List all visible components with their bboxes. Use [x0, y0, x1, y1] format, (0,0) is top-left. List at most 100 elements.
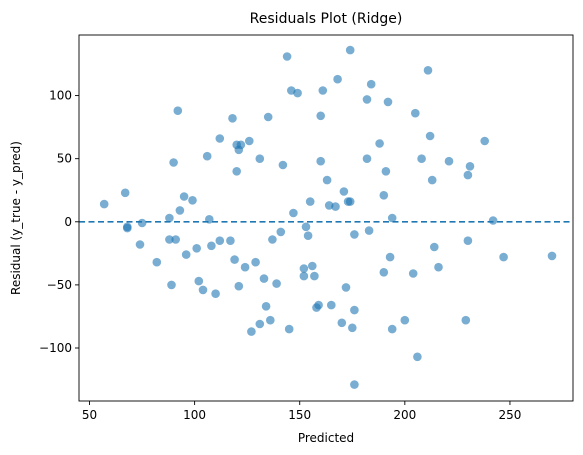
data-point — [408, 269, 418, 278]
data-point — [137, 218, 147, 228]
data-point — [434, 262, 443, 272]
data-point — [350, 230, 359, 239]
data-point — [228, 114, 237, 123]
data-point — [245, 136, 254, 146]
data-point — [251, 257, 260, 267]
data-point — [444, 156, 454, 166]
data-point — [293, 88, 302, 98]
data-point — [282, 52, 292, 61]
data-point — [499, 252, 508, 262]
data-point — [276, 227, 286, 237]
data-point — [198, 285, 208, 295]
data-point — [427, 175, 437, 185]
y-axis: −100 −50 0 50 100 — [39, 89, 79, 355]
x-tick-label: 200 — [393, 408, 416, 422]
data-point — [289, 208, 298, 218]
data-point — [461, 315, 471, 325]
data-point — [167, 280, 176, 290]
data-point — [152, 257, 162, 267]
data-point — [316, 111, 326, 121]
data-point — [171, 235, 180, 244]
data-point — [211, 289, 220, 299]
plot-frame — [78, 34, 574, 402]
data-point — [387, 213, 397, 223]
data-point — [135, 240, 145, 249]
data-point — [169, 158, 178, 167]
data-point — [417, 154, 426, 163]
data-point — [232, 167, 241, 176]
data-point — [425, 131, 435, 141]
data-point — [348, 323, 357, 333]
data-point — [350, 305, 359, 315]
data-point — [247, 327, 256, 336]
data-point — [339, 187, 349, 196]
data-point — [366, 79, 376, 89]
data-point — [194, 276, 204, 286]
data-point — [387, 324, 397, 334]
data-point — [413, 352, 422, 362]
y-axis-label: Residual (y_true - y_pred) — [9, 141, 23, 295]
data-point — [259, 274, 269, 283]
data-point — [263, 112, 273, 122]
data-point — [234, 281, 244, 291]
y-tick-label: 100 — [49, 89, 72, 103]
data-point — [165, 235, 174, 244]
x-axis-label: Predicted — [298, 431, 354, 445]
data-point — [480, 136, 490, 146]
data-point — [411, 108, 420, 118]
data-point — [202, 151, 212, 161]
data-point — [400, 315, 410, 325]
data-point — [308, 261, 317, 271]
data-point — [299, 264, 309, 273]
data-point — [322, 175, 332, 185]
data-point — [301, 222, 311, 232]
data-point — [230, 255, 239, 264]
data-point — [381, 167, 391, 176]
x-tick-label: 100 — [183, 408, 206, 422]
data-point — [266, 315, 275, 325]
data-point — [375, 139, 384, 148]
data-point — [215, 134, 225, 143]
data-point — [99, 199, 109, 209]
data-point — [272, 279, 281, 288]
data-point — [303, 231, 313, 240]
data-point — [379, 268, 389, 277]
data-point — [350, 380, 359, 389]
data-point — [362, 95, 372, 104]
data-point — [423, 66, 433, 75]
data-point — [226, 236, 235, 245]
data-point — [240, 262, 250, 272]
y-tick-label: −50 — [47, 278, 72, 292]
data-point — [341, 283, 351, 292]
x-tick-label: 50 — [82, 408, 97, 422]
data-point — [314, 300, 323, 310]
data-point — [179, 192, 189, 201]
x-tick-label: 250 — [498, 408, 521, 422]
data-point — [299, 271, 309, 281]
data-point — [255, 154, 265, 163]
data-point — [284, 324, 294, 334]
data-point — [188, 196, 197, 205]
data-point — [123, 222, 132, 232]
data-point — [333, 74, 342, 84]
y-tick-label: 50 — [57, 152, 72, 166]
points-layer — [99, 45, 557, 389]
y-tick-label: 0 — [64, 215, 72, 229]
data-point — [362, 154, 372, 163]
data-point — [463, 170, 473, 180]
data-point — [385, 252, 395, 262]
data-point — [379, 191, 389, 200]
data-point — [305, 197, 315, 206]
data-point — [120, 188, 130, 198]
data-point — [255, 319, 265, 329]
data-point — [364, 226, 374, 235]
data-point — [215, 236, 225, 245]
data-point — [207, 241, 216, 251]
data-point — [547, 251, 557, 261]
data-point — [236, 140, 246, 150]
data-point — [331, 202, 340, 211]
data-point — [173, 106, 183, 115]
data-point — [261, 302, 271, 311]
data-point — [268, 235, 277, 244]
